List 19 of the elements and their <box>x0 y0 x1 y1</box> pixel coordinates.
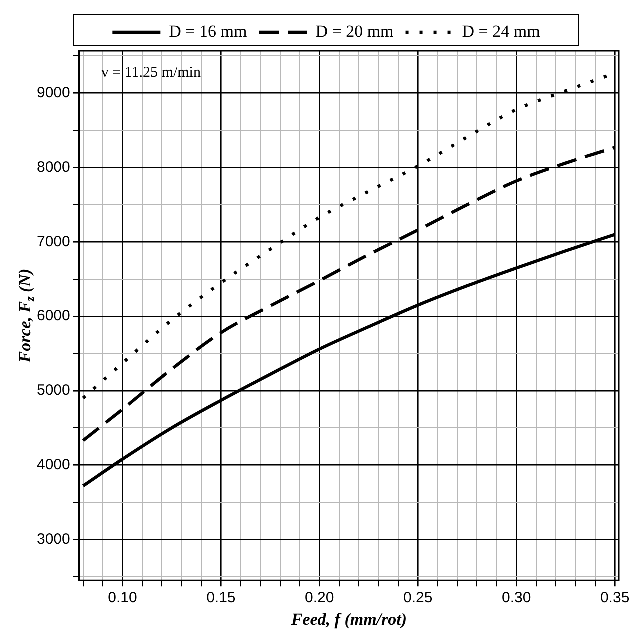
y-tick-label: 5000 <box>36 382 70 400</box>
y-tick-label: 3000 <box>36 530 70 548</box>
x-tick-label: 0.15 <box>206 590 236 607</box>
y-tick-label: 4000 <box>36 456 70 474</box>
x-tick-label: 0.25 <box>404 590 433 607</box>
x-tick-label: 0.20 <box>305 590 334 607</box>
x-axis-title: Feed, f (mm/rot) <box>290 610 408 630</box>
y-tick-label: 6000 <box>36 308 70 325</box>
y-axis-title: Force, Fz (N) <box>15 268 38 364</box>
x-tick-label: 0.35 <box>600 590 630 607</box>
x-tick-label: 0.30 <box>502 590 532 607</box>
legend-label: D = 24 mm <box>462 22 540 41</box>
legend-label: D = 20 mm <box>316 22 394 41</box>
y-tick-label: 8000 <box>36 158 70 176</box>
annotation: v = 11.25 m/min <box>101 64 202 81</box>
legend-label: D = 16 mm <box>169 22 248 41</box>
x-tick-label: 0.10 <box>108 590 138 607</box>
y-tick-label: 9000 <box>36 84 70 102</box>
y-tick-label: 7000 <box>36 233 70 250</box>
